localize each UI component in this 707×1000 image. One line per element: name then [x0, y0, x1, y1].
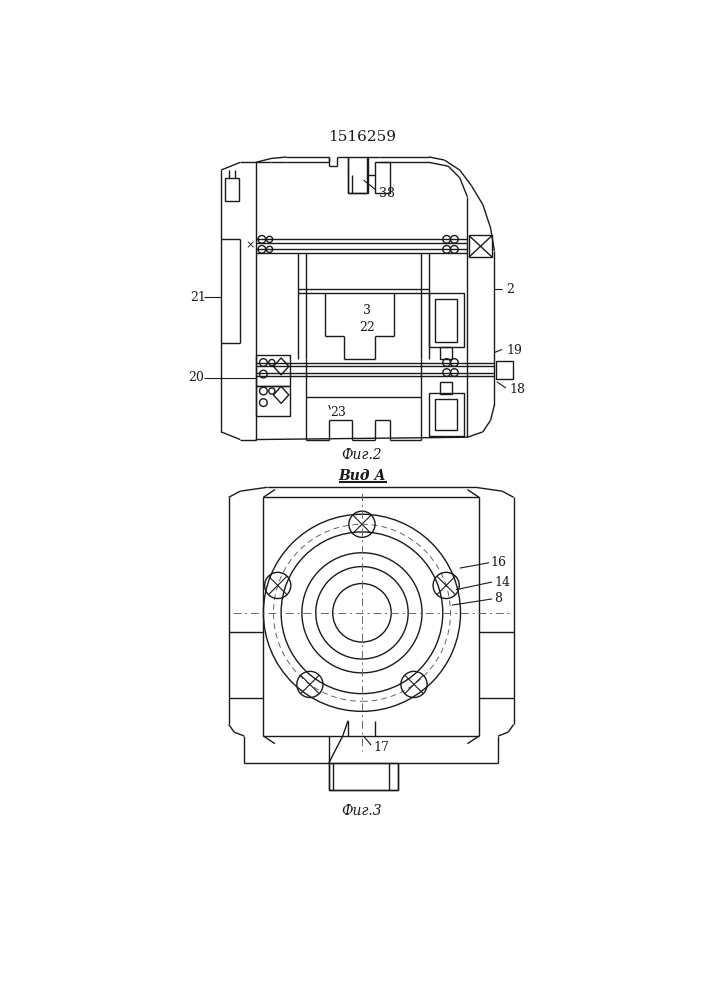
Bar [375, 162, 390, 193]
Text: 20: 20 [189, 371, 204, 384]
Text: ×: × [245, 241, 255, 251]
Text: 19: 19 [506, 344, 522, 358]
Bar [225, 178, 239, 201]
Text: 8: 8 [494, 592, 503, 605]
Bar [469, 235, 492, 257]
Bar [329, 763, 398, 790]
Text: 17: 17 [373, 741, 390, 754]
Text: 1516259: 1516259 [328, 130, 396, 144]
Text: 22: 22 [360, 321, 375, 334]
Bar [256, 355, 291, 386]
Text: 14: 14 [494, 576, 510, 588]
Text: 16: 16 [491, 556, 506, 569]
Bar [496, 361, 513, 379]
Bar [429, 393, 464, 436]
Text: 38: 38 [379, 187, 395, 200]
Bar [256, 386, 291, 416]
Text: 23: 23 [330, 406, 346, 419]
Bar [440, 382, 452, 394]
Bar [435, 399, 457, 430]
Text: Фиг.3: Фиг.3 [341, 804, 382, 818]
Bar [435, 299, 457, 342]
Text: 21: 21 [190, 291, 206, 304]
Text: 2: 2 [506, 283, 514, 296]
Text: 3: 3 [363, 304, 371, 317]
Bar [429, 293, 464, 347]
Text: Фиг.2: Фиг.2 [341, 448, 382, 462]
Bar [348, 157, 368, 193]
Text: Вид А: Вид А [338, 469, 386, 483]
Bar [440, 347, 452, 359]
Text: 18: 18 [510, 383, 526, 396]
